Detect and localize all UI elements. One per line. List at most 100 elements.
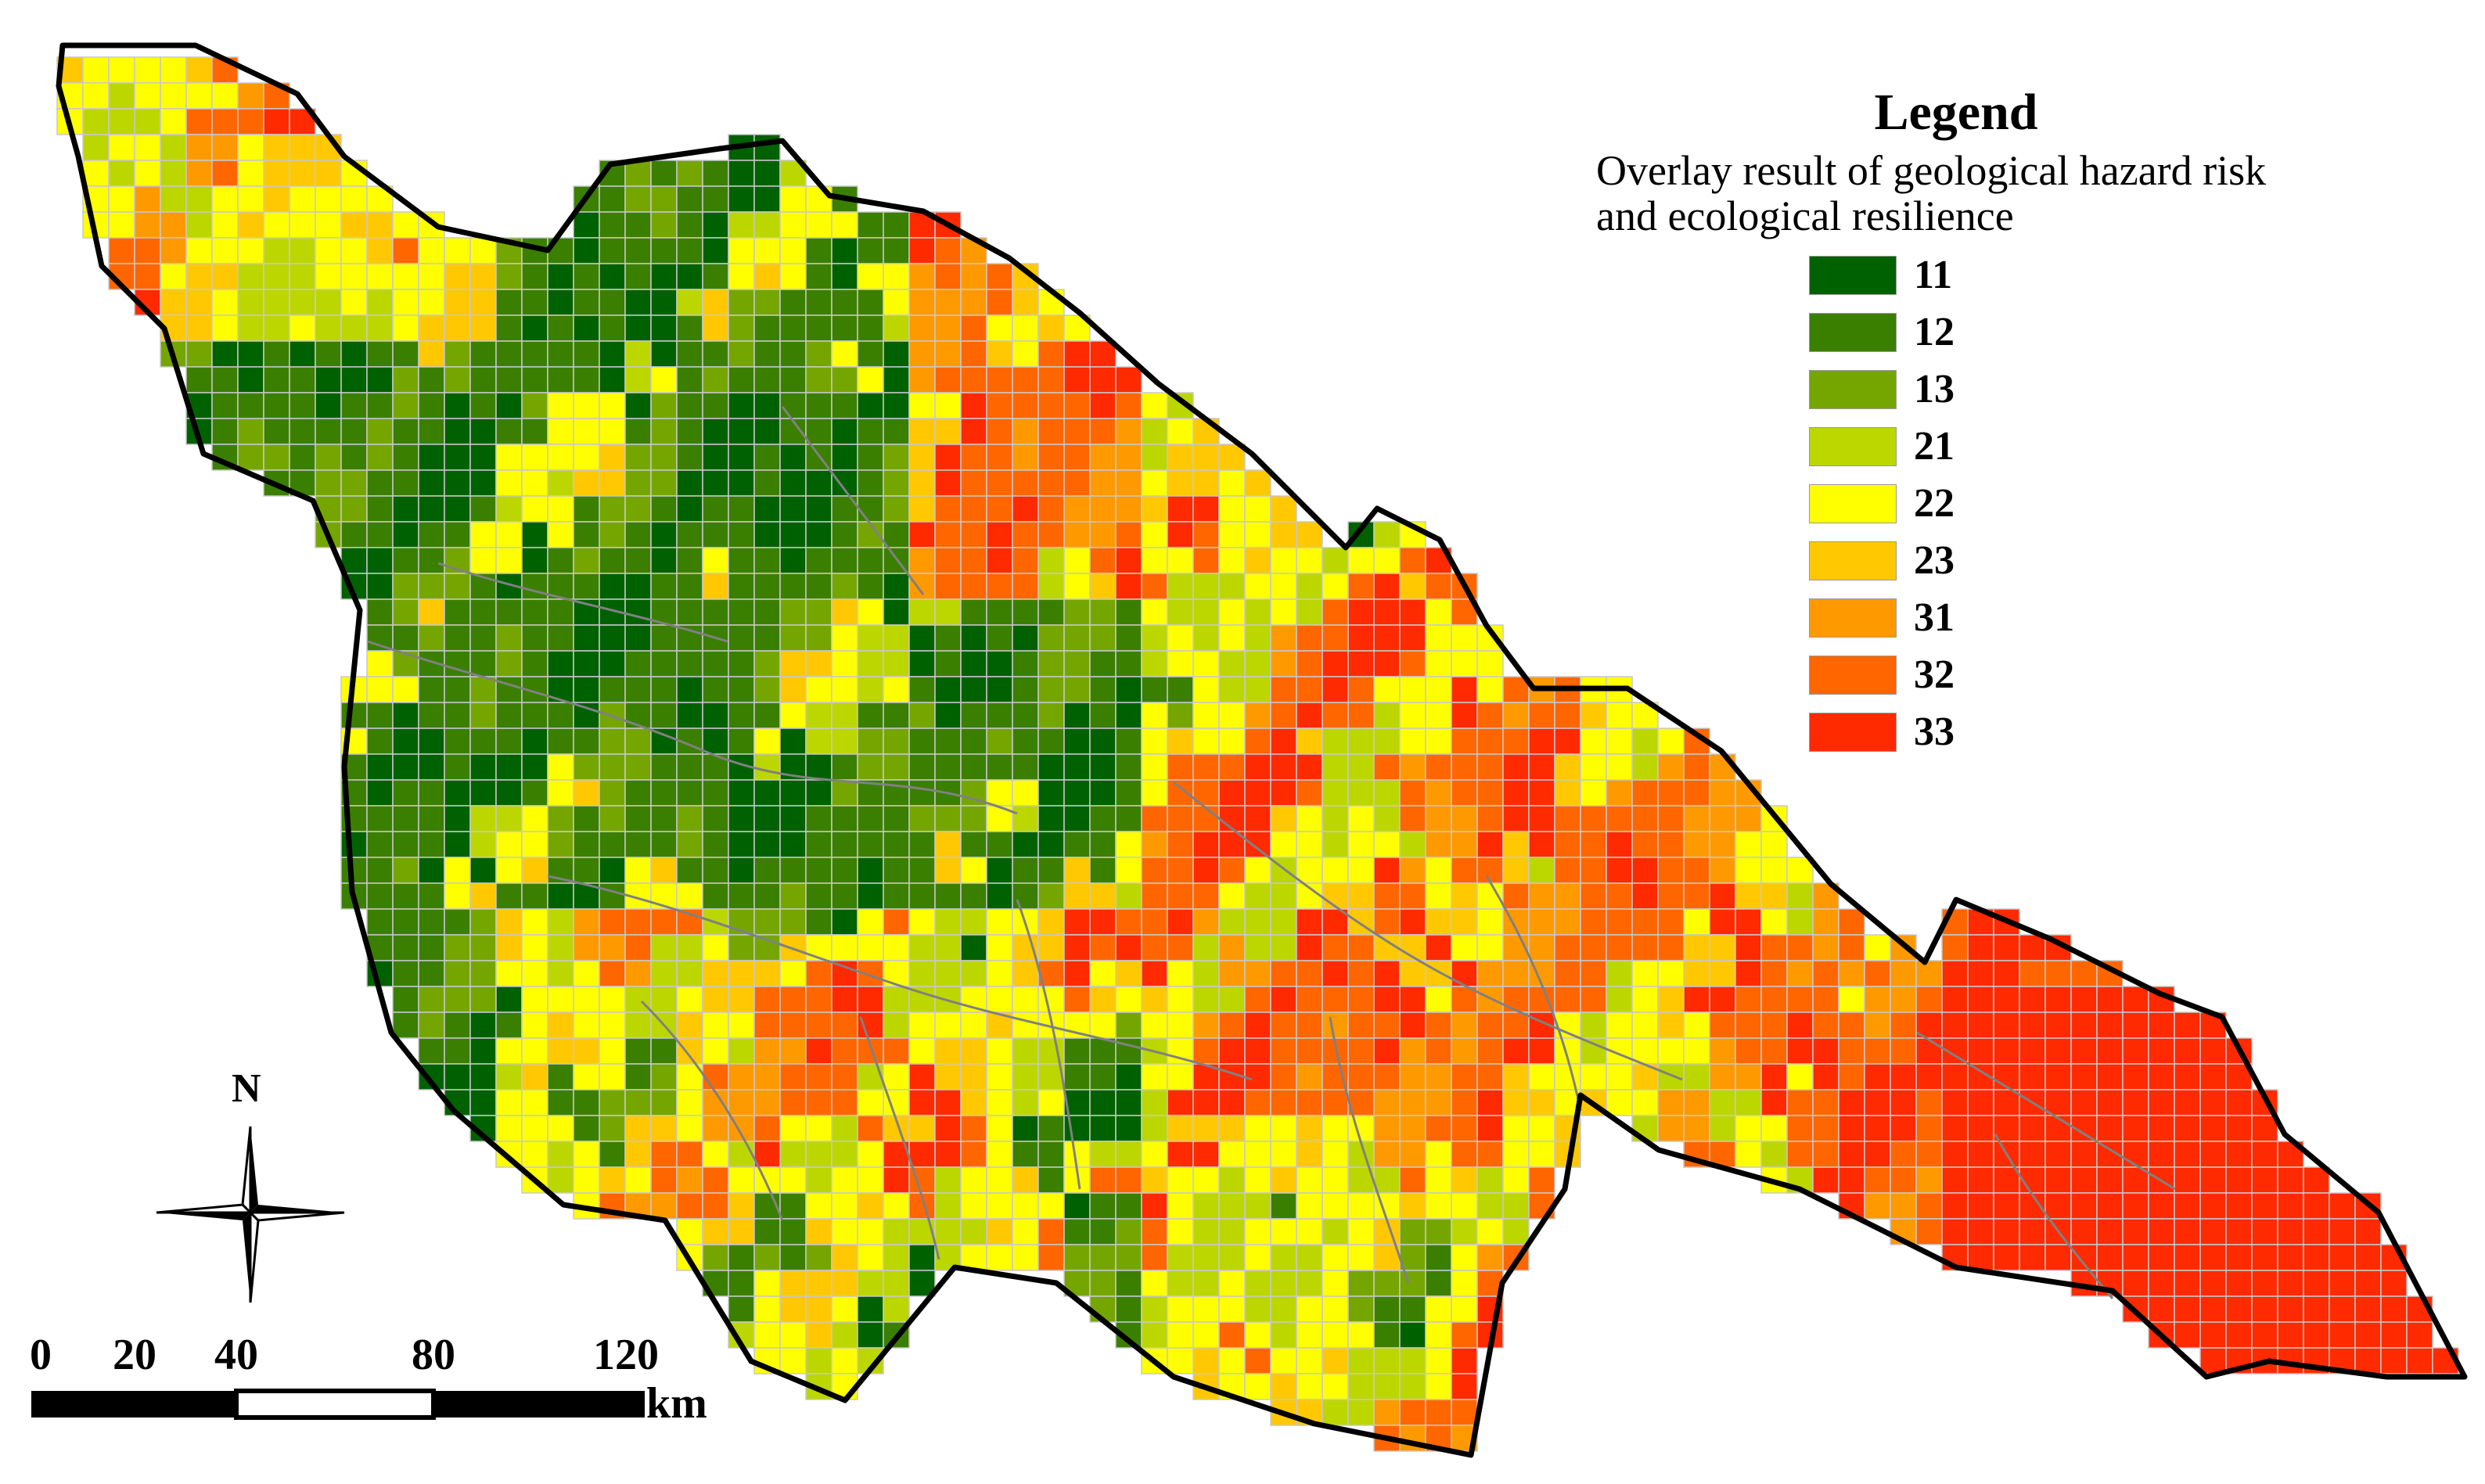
grid-cell — [573, 366, 600, 393]
grid-cell — [883, 805, 910, 832]
grid-cell — [366, 366, 394, 393]
grid-cell — [986, 495, 1013, 523]
grid-cell — [1683, 779, 1710, 807]
grid-cell — [469, 418, 497, 445]
legend-item-22: 22 — [1809, 475, 2465, 532]
grid-cell — [1296, 547, 1323, 574]
grid-cell — [366, 263, 394, 290]
grid-cell — [702, 185, 729, 213]
grid-cell — [1115, 1244, 1142, 1271]
grid-cell — [1141, 753, 1168, 781]
grid-cell — [1399, 882, 1426, 910]
grid-cell — [805, 418, 833, 445]
grid-cell — [418, 702, 445, 729]
grid-cell — [1089, 908, 1117, 936]
grid-cell — [883, 444, 910, 471]
grid-cell — [237, 314, 264, 342]
grid-cell — [1347, 573, 1375, 600]
grid-cell — [469, 960, 497, 987]
grid-cell — [1296, 779, 1323, 807]
grid-cell — [599, 779, 626, 807]
grid-cell — [1296, 1270, 1323, 1297]
grid-cell — [1373, 831, 1401, 858]
grid-cell — [1631, 986, 1659, 1013]
grid-cell — [1451, 882, 1478, 910]
grid-cell — [1218, 779, 1246, 807]
grid-cell — [624, 263, 652, 290]
grid-cell — [1347, 1192, 1375, 1220]
grid-cell — [1296, 1011, 1323, 1039]
grid-cell — [1760, 1063, 1788, 1091]
grid-cell — [573, 495, 600, 523]
grid-cell — [1012, 314, 1039, 342]
grid-cell — [2122, 1011, 2149, 1039]
grid-cell — [2199, 1295, 2227, 1323]
grid-cell — [1167, 1218, 1194, 1245]
grid-cell — [2354, 1295, 2382, 1323]
grid-cell — [728, 185, 755, 213]
grid-cell — [2225, 1218, 2253, 1245]
grid-cell — [495, 753, 523, 781]
grid-cell — [1218, 495, 1246, 523]
grid-cell — [986, 263, 1013, 290]
grid-cell — [2122, 1270, 2149, 1297]
grid-cell — [857, 1115, 884, 1142]
grid-cell — [1244, 624, 1271, 652]
grid-cell — [728, 1192, 755, 1220]
grid-cell — [1141, 831, 1168, 858]
grid-cell — [1941, 1166, 1969, 1194]
grid-cell — [650, 547, 678, 574]
grid-cell — [444, 469, 471, 497]
grid-cell — [469, 1037, 497, 1065]
grid-cell — [469, 753, 497, 781]
grid-cell — [289, 444, 316, 471]
grid-cell — [366, 211, 394, 239]
grid-cell — [2329, 1244, 2356, 1271]
grid-cell — [857, 547, 884, 574]
grid-cell — [1347, 676, 1375, 703]
grid-cell — [1502, 805, 1530, 832]
grid-cell — [908, 495, 936, 523]
grid-cell — [1089, 753, 1117, 781]
grid-cell — [1167, 495, 1194, 523]
grid-cell — [728, 160, 755, 187]
grid-cell — [934, 805, 962, 832]
grid-cell — [1373, 805, 1401, 832]
grid-cell — [934, 418, 962, 445]
grid-cell — [1554, 728, 1581, 755]
grid-cell — [1270, 650, 1297, 677]
grid-cell — [650, 1192, 678, 1220]
grid-cell — [495, 263, 523, 290]
grid-cell — [702, 547, 729, 574]
grid-cell — [2303, 1321, 2330, 1349]
grid-cell — [1373, 753, 1401, 781]
grid-cell — [1502, 857, 1530, 884]
grid-cell — [392, 237, 419, 264]
grid-cell — [1528, 1089, 1555, 1116]
grid-cell — [650, 495, 678, 523]
legend-label: 32 — [1914, 652, 1955, 698]
grid-cell — [728, 882, 755, 910]
grid-cell — [2096, 1115, 2124, 1142]
grid-cell — [366, 702, 394, 729]
grid-cell — [753, 908, 781, 936]
grid-cell — [728, 444, 755, 471]
grid-cell — [1218, 676, 1246, 703]
grid-cell — [1089, 547, 1117, 574]
grid-cell — [573, 314, 600, 342]
scale-bar-segment-2 — [234, 1389, 436, 1420]
grid-cell — [1038, 753, 1065, 781]
grid-cell — [521, 779, 548, 807]
grid-cell — [2174, 1037, 2201, 1065]
grid-cell — [315, 185, 342, 213]
grid-cell — [1476, 857, 1504, 884]
grid-cell — [1347, 728, 1375, 755]
grid-cell — [1038, 728, 1065, 755]
grid-cell — [1683, 1037, 1710, 1065]
grid-cell — [1089, 650, 1117, 677]
grid-cell — [960, 908, 987, 936]
grid-cell — [521, 469, 548, 497]
grid-cell — [108, 108, 135, 135]
grid-cell — [1502, 779, 1530, 807]
grid-cell — [702, 573, 729, 600]
